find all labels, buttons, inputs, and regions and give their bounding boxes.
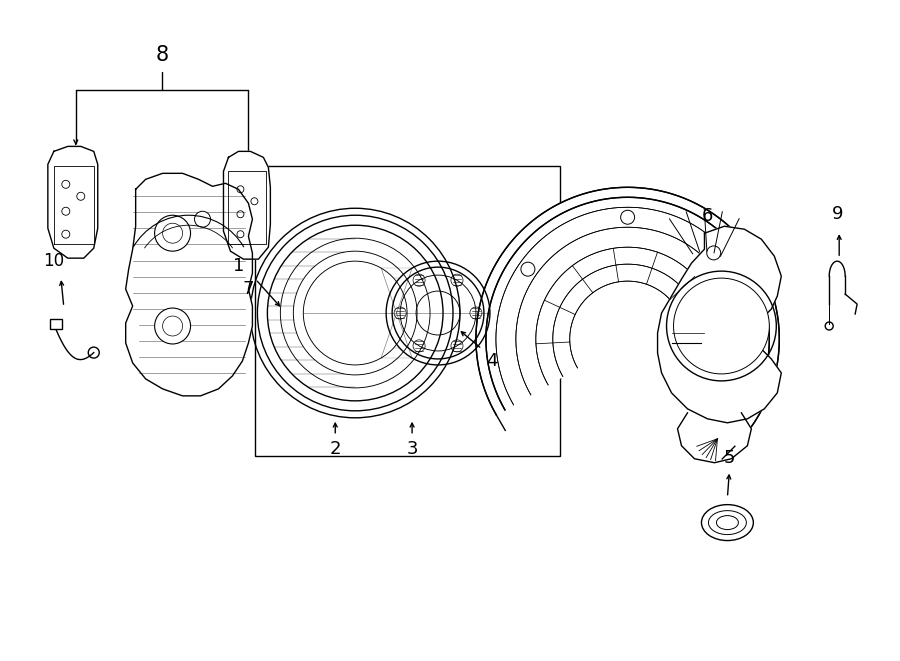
- Text: 5: 5: [724, 449, 735, 467]
- Circle shape: [194, 212, 211, 227]
- Circle shape: [621, 210, 634, 224]
- Circle shape: [155, 215, 191, 251]
- Polygon shape: [223, 151, 270, 259]
- Circle shape: [521, 262, 535, 276]
- Polygon shape: [658, 226, 781, 423]
- Bar: [256, 167, 560, 455]
- Circle shape: [155, 308, 191, 344]
- Circle shape: [673, 278, 770, 374]
- Text: 4: 4: [486, 352, 498, 370]
- Text: 2: 2: [329, 440, 341, 458]
- Polygon shape: [476, 187, 779, 446]
- Text: 7: 7: [243, 280, 254, 298]
- Text: 1: 1: [233, 257, 244, 275]
- Polygon shape: [126, 173, 252, 396]
- Text: 6: 6: [702, 208, 713, 225]
- Circle shape: [706, 246, 721, 260]
- Text: 10: 10: [43, 252, 65, 270]
- Ellipse shape: [701, 504, 753, 541]
- Polygon shape: [678, 413, 752, 463]
- Text: 9: 9: [832, 206, 843, 223]
- Bar: [50, 319, 62, 329]
- Polygon shape: [48, 146, 98, 258]
- Text: 8: 8: [156, 44, 168, 65]
- Text: 3: 3: [406, 440, 418, 458]
